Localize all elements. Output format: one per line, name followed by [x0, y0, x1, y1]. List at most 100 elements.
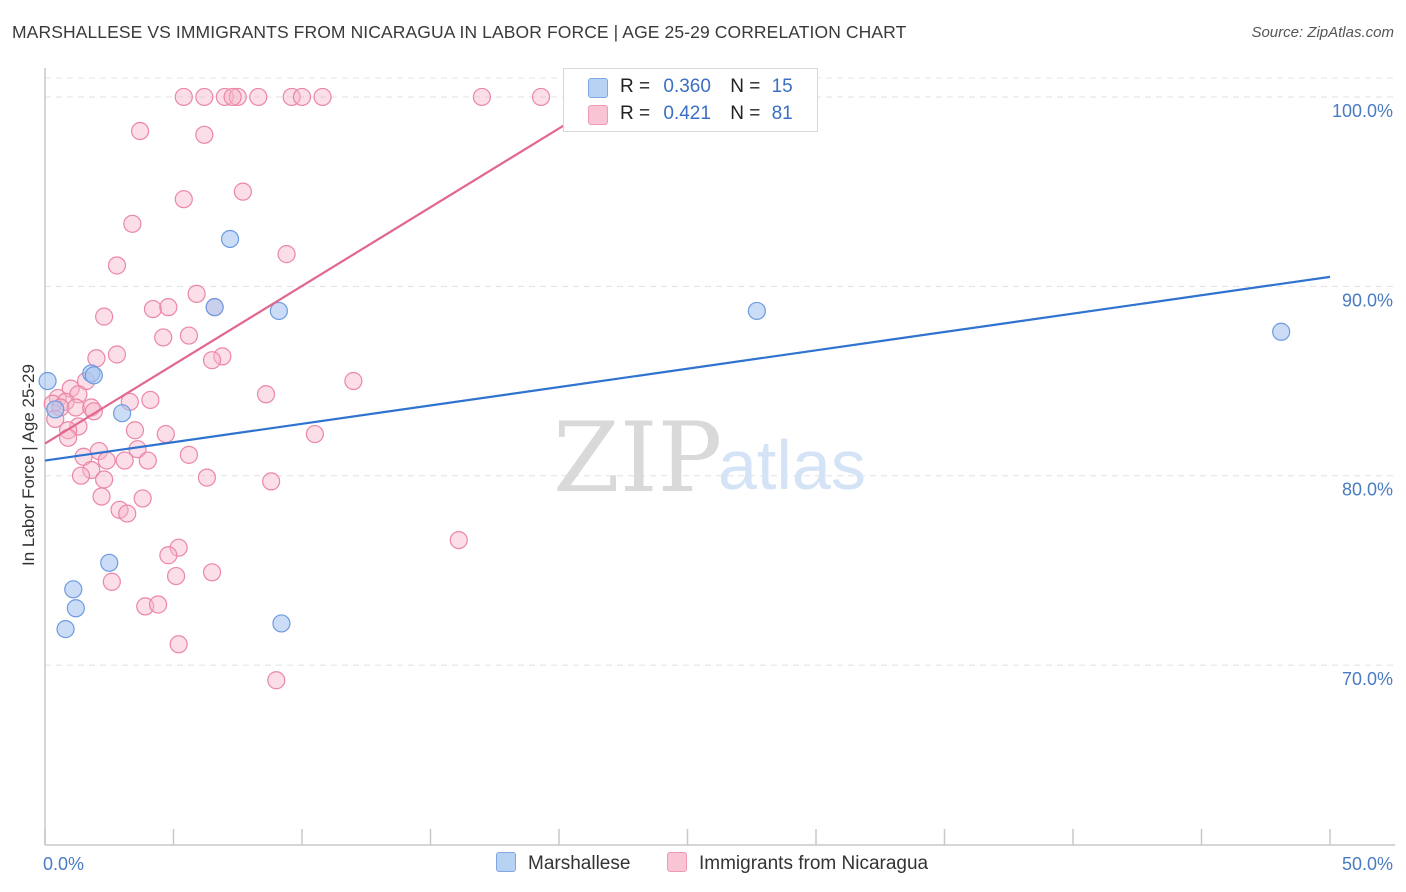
legend-r-label: R = — [620, 103, 651, 124]
data-point-nicaragua — [472, 87, 491, 107]
legend-swatch-blue — [588, 78, 608, 98]
data-point-nicaragua — [130, 121, 150, 141]
data-point-nicaragua — [202, 563, 222, 582]
bottom-legend-nicaragua: Immigrants from Nicaragua — [667, 852, 928, 875]
data-point-nicaragua — [87, 349, 106, 368]
data-point-marshallese — [56, 620, 75, 639]
data-point-nicaragua — [159, 546, 178, 565]
data-point-marshallese — [272, 614, 291, 633]
legend-n-value: 81 — [771, 103, 793, 124]
y-axis-label: In Labor Force | Age 25-29 — [19, 364, 38, 566]
data-point-nicaragua — [313, 87, 332, 107]
data-point-marshallese — [64, 580, 83, 599]
data-point-nicaragua — [71, 466, 91, 485]
data-point-marshallese — [220, 229, 240, 249]
data-point-nicaragua — [143, 299, 163, 319]
legend: R = 0.360 N = 15 R = 0.421 N = 81 — [563, 68, 818, 132]
y-tick-label: 100.0% — [1332, 101, 1393, 121]
data-point-nicaragua — [107, 256, 127, 275]
watermark-zip: ZIP — [553, 402, 722, 514]
data-point-nicaragua — [95, 470, 114, 489]
y-tick-label: 90.0% — [1342, 290, 1393, 310]
data-point-nicaragua — [531, 87, 551, 107]
data-point-nicaragua — [344, 371, 363, 391]
y-tick-label: 80.0% — [1342, 480, 1393, 500]
legend-swatch-pink — [588, 105, 608, 125]
legend-n-label: N = — [730, 103, 761, 124]
data-point-nicaragua — [148, 595, 168, 614]
legend-label-nicaragua: Immigrants from Nicaragua — [699, 853, 929, 874]
data-point-nicaragua — [102, 572, 121, 591]
y-tick-label: 70.0% — [1342, 669, 1393, 689]
x-tick-label: 50.0% — [1342, 854, 1393, 874]
data-point-nicaragua — [138, 451, 157, 470]
legend-n-label: N = — [730, 76, 761, 97]
data-point-marshallese — [112, 404, 132, 423]
data-point-marshallese — [38, 371, 57, 391]
data-point-nicaragua — [154, 328, 173, 347]
watermark: ZIP atlas — [553, 402, 866, 514]
data-point-nicaragua — [256, 385, 276, 404]
chart-title: MARSHALLESE VS IMMIGRANTS FROM NICARAGUA… — [12, 22, 907, 42]
data-point-nicaragua — [267, 671, 286, 690]
data-point-nicaragua — [82, 460, 101, 480]
data-point-nicaragua — [202, 351, 222, 370]
data-point-nicaragua — [223, 87, 242, 107]
tick-labels: 70.0% 80.0% 90.0% 100.0% 0.0% 50.0% — [43, 101, 1393, 874]
x-tick-label: 0.0% — [43, 854, 84, 874]
data-point-nicaragua — [69, 417, 88, 436]
data-point-nicaragua — [159, 298, 178, 317]
series-nicaragua-points — [43, 87, 594, 690]
data-point-nicaragua — [92, 487, 111, 506]
data-point-nicaragua — [95, 307, 114, 326]
data-point-nicaragua — [233, 182, 252, 201]
trend-line-marshallese — [44, 275, 1331, 462]
data-point-nicaragua — [277, 245, 296, 264]
data-point-marshallese — [747, 301, 766, 321]
data-point-marshallese — [66, 599, 85, 618]
legend-label-marshallese: Marshallese — [528, 853, 631, 874]
data-point-nicaragua — [123, 214, 142, 233]
data-point-marshallese — [205, 298, 224, 317]
data-point-nicaragua — [174, 87, 193, 107]
data-point-nicaragua — [179, 326, 199, 345]
series-marshallese-points — [38, 229, 1291, 639]
data-point-nicaragua — [174, 190, 193, 209]
legend-n-value: 15 — [771, 76, 793, 97]
data-point-nicaragua — [197, 468, 217, 487]
data-point-nicaragua — [156, 424, 175, 444]
data-point-marshallese — [269, 301, 288, 321]
data-point-nicaragua — [228, 87, 247, 107]
data-point-marshallese — [100, 553, 119, 572]
data-point-marshallese — [1272, 322, 1291, 341]
trend-line-nicaragua — [44, 96, 611, 445]
data-point-marshallese — [46, 400, 65, 419]
data-point-nicaragua — [213, 347, 232, 366]
data-point-nicaragua — [118, 504, 137, 523]
data-point-nicaragua — [292, 87, 312, 107]
data-point-nicaragua — [169, 538, 188, 557]
data-point-nicaragua — [107, 345, 127, 364]
data-point-nicaragua — [169, 635, 188, 654]
data-point-nicaragua — [179, 445, 199, 464]
legend-r-label: R = — [620, 76, 651, 97]
watermark-atlas: atlas — [718, 426, 866, 504]
data-point-nicaragua — [449, 530, 468, 550]
data-point-nicaragua — [125, 421, 145, 440]
data-point-nicaragua — [97, 451, 116, 470]
data-point-nicaragua — [195, 125, 214, 144]
data-point-nicaragua — [282, 87, 301, 107]
legend-swatch-pink — [667, 852, 687, 872]
data-point-nicaragua — [249, 87, 268, 107]
trend-lines — [44, 96, 1331, 462]
legend-r-value: 0.421 — [663, 103, 711, 124]
data-point-nicaragua — [166, 566, 186, 586]
data-point-nicaragua — [215, 87, 234, 107]
legend-swatch-blue — [496, 852, 516, 872]
axes — [44, 68, 1395, 846]
data-point-nicaragua — [305, 424, 324, 444]
bottom-legend-marshallese: Marshallese — [496, 852, 630, 875]
data-point-nicaragua — [187, 284, 206, 303]
data-point-nicaragua — [66, 398, 85, 417]
